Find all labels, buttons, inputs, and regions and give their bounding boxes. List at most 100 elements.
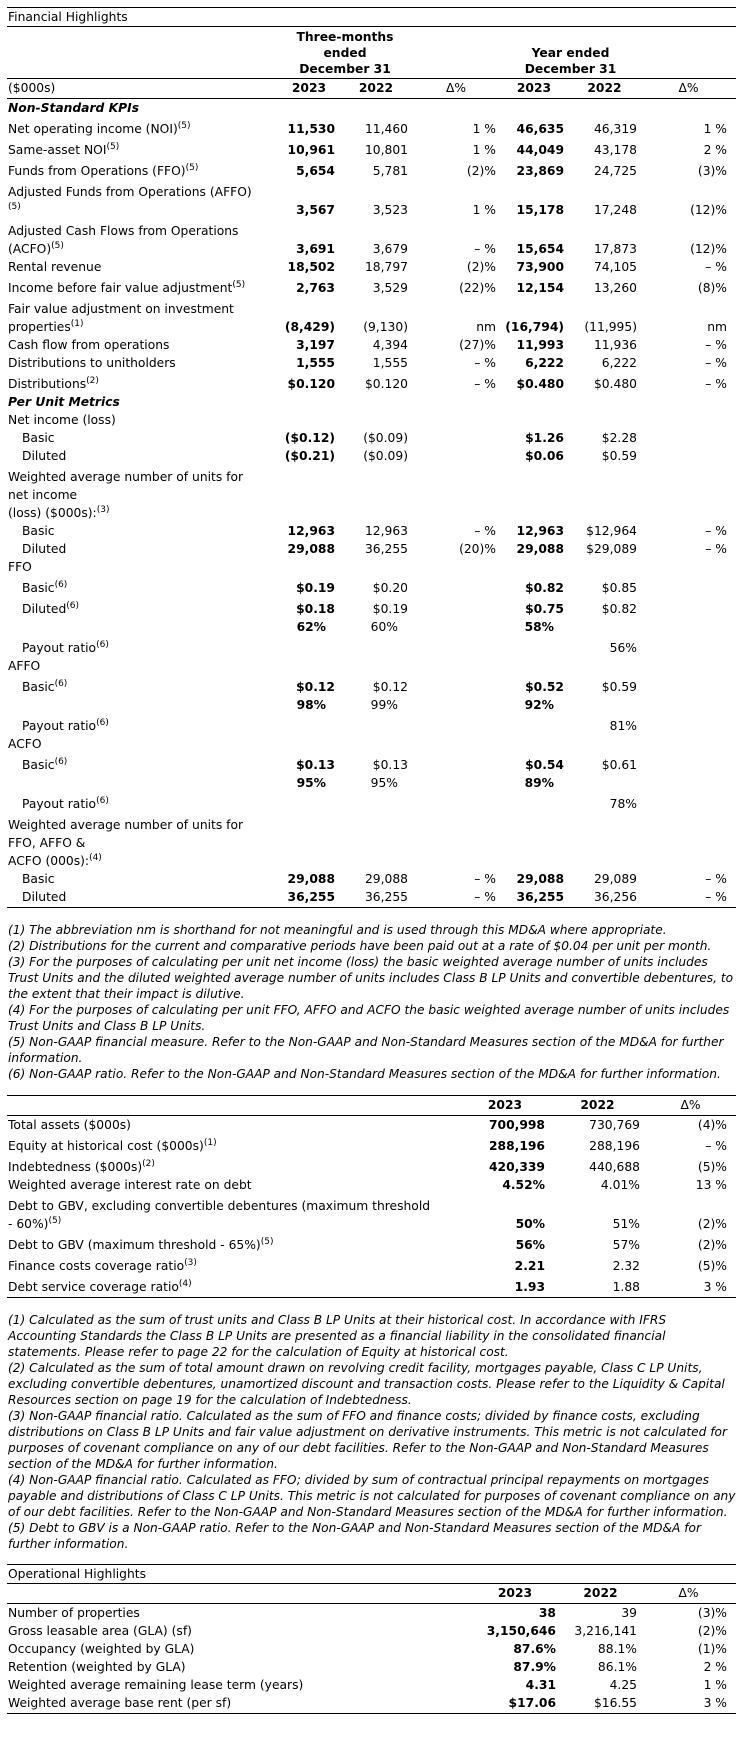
value-cell: 62% bbox=[296, 620, 326, 634]
value-cell bbox=[500, 735, 568, 753]
table-row: Basic 12,963 12,963 – % 12,963 $12,964 – % bbox=[7, 522, 736, 540]
value-cell: nm bbox=[707, 320, 727, 334]
three-months-header: Three-months ended December 31 bbox=[278, 27, 412, 79]
row-label-cell: Per Unit Metrics bbox=[7, 393, 278, 411]
col-2022: 2022 bbox=[550, 1095, 645, 1116]
value-cell: $0.480 bbox=[516, 377, 564, 391]
table-row: Diluted(6) $0.18 $0.19 $0.75 $0.82 bbox=[7, 597, 736, 618]
value-cell bbox=[641, 696, 736, 714]
value-cell bbox=[641, 753, 736, 774]
row-label: Rental revenue bbox=[8, 260, 102, 274]
balance-sheet-table: 2023 2022 Δ% Total assets ($000s) 700,998… bbox=[7, 1095, 736, 1298]
value-cell: $1.26 bbox=[525, 431, 564, 445]
row-label-cell: Rental revenue bbox=[7, 258, 278, 276]
row-label: Indebtedness ($000s) bbox=[8, 1160, 143, 1174]
row-label: Debt to GBV, excluding convertible deben… bbox=[8, 1199, 431, 1231]
value-cell bbox=[568, 411, 641, 429]
value-cell bbox=[500, 657, 568, 675]
table-row: Net income (loss) bbox=[7, 411, 736, 429]
year-ended-header: Year ended December 31 bbox=[500, 27, 641, 79]
value-cell: 6,222 bbox=[525, 356, 564, 370]
table-row: Number of properties 38 39 (3)% bbox=[7, 1604, 736, 1623]
value-cell bbox=[412, 636, 500, 657]
value-cell bbox=[278, 792, 340, 813]
row-label-cell: Distributions(2) bbox=[7, 372, 278, 393]
value-cell: – % bbox=[705, 356, 727, 370]
row-label-cell: Weighted average number of units for net… bbox=[7, 465, 278, 522]
value-cell: 46,635 bbox=[516, 122, 564, 136]
row-label-cell: Non-Standard KPIs bbox=[7, 99, 278, 118]
row-label-cell: Fair value adjustment on investment prop… bbox=[7, 297, 278, 336]
table-row: Adjusted Funds from Operations (AFFO) (5… bbox=[7, 180, 736, 219]
value-cell: 1 % bbox=[703, 1678, 727, 1692]
value-cell: 38 bbox=[538, 1606, 556, 1620]
row-label: Diluted bbox=[22, 602, 67, 616]
footnote-reference: (2) bbox=[86, 375, 99, 386]
value-cell: $0.480 bbox=[593, 377, 637, 391]
row-label-cell bbox=[7, 618, 278, 636]
value-cell bbox=[568, 99, 641, 118]
row-label-cell: Net operating income (NOI)(5) bbox=[7, 117, 278, 138]
value-cell bbox=[278, 657, 340, 675]
value-cell: (8,429) bbox=[284, 320, 335, 334]
value-cell bbox=[278, 99, 340, 118]
value-cell: 3,216,141 bbox=[574, 1624, 637, 1638]
row-label: Debt service coverage ratio bbox=[8, 1280, 179, 1294]
value-cell: (5)% bbox=[697, 1259, 727, 1273]
value-cell bbox=[340, 813, 412, 870]
value-cell: (3)% bbox=[697, 1606, 727, 1620]
table-row: Income before fair value adjustment(5) 2,… bbox=[7, 276, 736, 297]
value-cell: 11,460 bbox=[364, 122, 408, 136]
value-cell bbox=[412, 576, 500, 597]
balance-footnotes: (1) Calculated as the sum of trust units… bbox=[7, 1312, 736, 1552]
value-cell: – % bbox=[474, 356, 496, 370]
value-cell bbox=[641, 393, 736, 411]
footnote-reference: (2) bbox=[142, 1158, 155, 1169]
value-cell: (4)% bbox=[697, 1118, 727, 1132]
value-cell bbox=[278, 393, 340, 411]
row-label: Diluted bbox=[22, 542, 67, 556]
row-label: Gross leasable area (GLA) (sf) bbox=[8, 1624, 192, 1638]
table-row: Gross leasable area (GLA) (sf) 3,150,646 3… bbox=[7, 1622, 736, 1640]
value-cell: 1 % bbox=[703, 122, 727, 136]
row-label-cell: Diluted bbox=[7, 447, 278, 465]
header-spacer bbox=[412, 27, 500, 79]
table-row: Rental revenue 18,502 18,797 (2)% 73,900 74,1… bbox=[7, 258, 736, 276]
footnote-reference: (6) bbox=[66, 600, 80, 611]
value-cell: $0.85 bbox=[601, 581, 637, 595]
header-spacer bbox=[641, 27, 736, 79]
row-label: Equity at historical cost ($000s) bbox=[8, 1139, 204, 1153]
value-cell: 1.88 bbox=[550, 1275, 645, 1298]
row-label-cell: Distributions to unitholders bbox=[7, 354, 278, 372]
table-row: 98% 99% 92% bbox=[7, 696, 736, 714]
value-cell: 13,260 bbox=[593, 281, 637, 295]
value-cell: 39 bbox=[621, 1606, 637, 1620]
value-cell: (9,130) bbox=[363, 320, 408, 334]
footnote-reference: (6) bbox=[54, 579, 68, 590]
value-cell: ($0.09) bbox=[363, 431, 408, 445]
row-label-cell: Basic bbox=[7, 522, 278, 540]
value-cell: $16.55 bbox=[560, 1694, 641, 1714]
value-cell: 43,178 bbox=[593, 143, 637, 157]
value-cell: 56% bbox=[609, 641, 637, 655]
row-label: Payout ratio bbox=[22, 719, 97, 733]
row-label: Basic bbox=[22, 872, 55, 886]
value-cell bbox=[412, 753, 500, 774]
value-cell: – % bbox=[474, 377, 496, 391]
value-cell: (12)% bbox=[690, 242, 727, 256]
value-cell: $0.61 bbox=[601, 758, 637, 772]
footnote: (6) Non-GAAP ratio. Refer to the Non-GAA… bbox=[8, 1067, 721, 1081]
table-row: AFFO bbox=[7, 657, 736, 675]
footnote-reference: (5) bbox=[232, 279, 246, 290]
value-cell bbox=[278, 813, 340, 870]
value-cell bbox=[500, 636, 568, 657]
footnote: (1) The abbreviation nm is shorthand for… bbox=[8, 923, 667, 937]
value-cell: $0.82 bbox=[601, 602, 637, 616]
value-cell: (2)% bbox=[697, 1238, 727, 1252]
value-cell bbox=[641, 99, 736, 118]
value-cell: 10,961 bbox=[287, 143, 335, 157]
table-row: Occupancy (weighted by GLA) 87.6% 88.1% (1)… bbox=[7, 1640, 736, 1658]
row-label-cell: Total assets ($000s) bbox=[7, 1116, 460, 1135]
table-row: Payout ratio(6) 56% bbox=[7, 636, 736, 657]
value-cell: 29,088 bbox=[516, 872, 564, 886]
